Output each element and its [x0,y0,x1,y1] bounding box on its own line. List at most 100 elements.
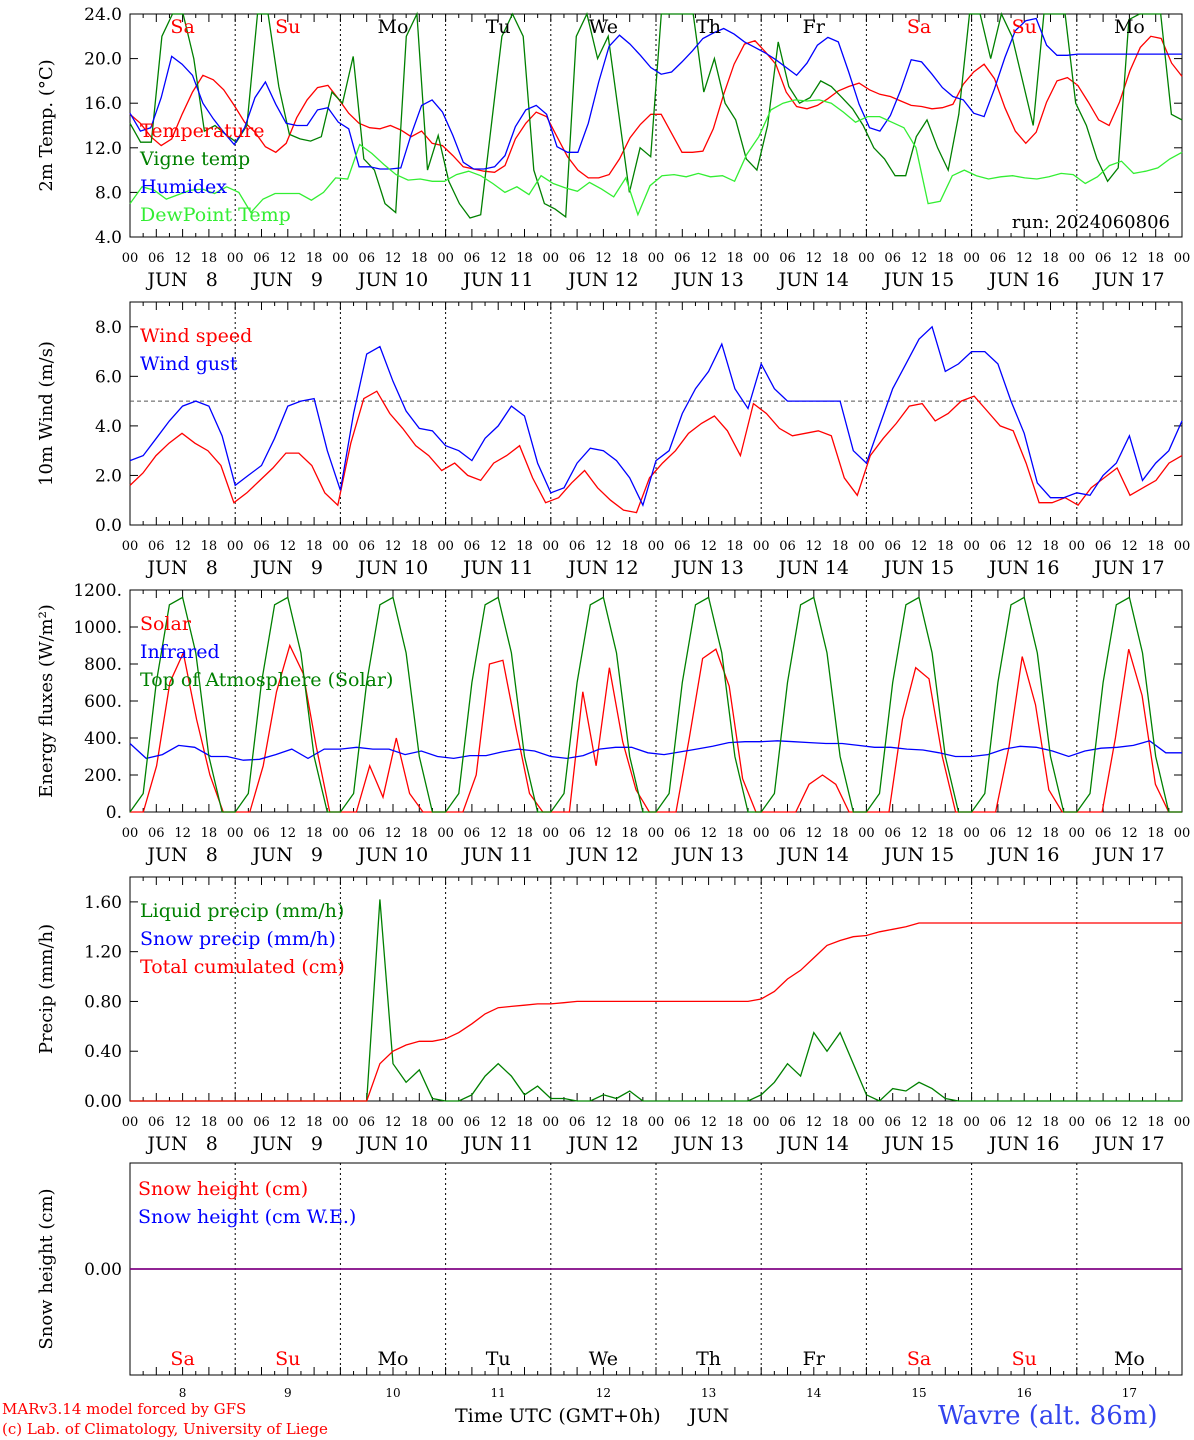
hour-label: 00 [543,1115,560,1130]
weekday-label: Mo [1114,16,1145,38]
hour-label: 06 [358,1115,375,1130]
hour-label: 18 [727,251,744,266]
day-label: JUN 10 [356,1133,428,1155]
y-tick-label: 1200. [73,581,122,601]
y-tick-label: 24.0 [84,5,122,25]
y-tick-label: 0.00 [84,1260,122,1280]
day-label: JUN 12 [566,269,638,291]
day-label: JUN 15 [882,844,954,866]
hour-label: 00 [963,826,980,841]
hour-label: 12 [806,251,823,266]
hour-label: 06 [464,1115,481,1130]
series-line [129,99,1183,217]
hour-label: 18 [306,539,323,554]
day-label: JUN 15 [882,269,954,291]
hour-label: 06 [1095,826,1112,841]
weekday-label: Su [1012,16,1037,38]
hour-label: 12 [1121,826,1138,841]
weekday-label: Sa [170,1348,194,1370]
hour-label: 12 [174,826,191,841]
y-tick-label: 6.0 [95,367,122,387]
y-tick-label: 200. [84,766,122,786]
hour-label: 18 [832,251,849,266]
weekday-label: Tu [486,1348,511,1370]
legend-entry: Top of Atmosphere (Solar) [140,669,393,691]
station-label: Wavre (alt. 86m) [938,1401,1158,1431]
day-label: JUN 16 [987,557,1059,579]
hour-label: 00 [648,1115,665,1130]
day-number: 16 [1017,1386,1032,1400]
hour-label: 18 [411,1115,428,1130]
series-line [129,390,1183,514]
hour-label: 12 [700,1115,717,1130]
y-tick-label: 1.60 [84,893,122,913]
day-label: JUN 10 [356,557,428,579]
hour-label: 06 [884,251,901,266]
hour-label: 18 [201,826,218,841]
legend-entry: Solar [140,613,192,635]
hour-label: 06 [569,1115,586,1130]
hour-label: 12 [1016,826,1033,841]
legend-entry: Total cumulated (cm) [140,956,345,978]
hour-label: 12 [595,251,612,266]
hour-label: 00 [753,1115,770,1130]
day-label: JUN 9 [251,1133,323,1155]
y-tick-label: 4.0 [95,228,122,248]
hour-label: 06 [674,826,691,841]
legend-entry: DewPoint Temp [140,204,291,226]
day-label: JUN 11 [461,269,533,291]
hour-label: 18 [306,1115,323,1130]
hour-label: 06 [253,826,270,841]
day-label: JUN 15 [882,1133,954,1155]
hour-label: 18 [306,826,323,841]
hour-label: 18 [201,251,218,266]
hour-label: 06 [779,826,796,841]
day-label: JUN 12 [566,844,638,866]
hour-label: 06 [674,1115,691,1130]
hour-label: 18 [832,1115,849,1130]
hour-label: 00 [648,539,665,554]
weekday-label: Th [696,1348,721,1370]
y-tick-label: 8.0 [95,318,122,338]
hour-label: 00 [437,1115,454,1130]
hour-label: 06 [990,1115,1007,1130]
hour-label: 00 [332,826,349,841]
hour-label: 18 [937,1115,954,1130]
hour-label: 06 [1095,251,1112,266]
hour-label: 00 [1069,1115,1086,1130]
day-label: JUN 9 [251,557,323,579]
hour-label: 12 [174,1115,191,1130]
hour-label: 12 [1121,251,1138,266]
hour-label: 18 [621,826,638,841]
y-tick-label: 0.80 [84,992,122,1012]
hour-label: 18 [1042,826,1059,841]
day-label: JUN 13 [671,269,743,291]
y-axis-title: 2m Temp. (°C) [36,59,57,191]
hour-label: 12 [1121,539,1138,554]
hour-label: 18 [621,539,638,554]
hour-label: 00 [227,539,244,554]
weekday-label: Su [275,1348,300,1370]
y-tick-label: 1.20 [84,943,122,963]
hour-label: 00 [648,251,665,266]
hour-label: 06 [464,539,481,554]
hour-label: 12 [280,251,297,266]
hour-label: 18 [727,1115,744,1130]
hour-label: 12 [911,539,928,554]
legend-entry: Infrared [140,641,220,663]
hour-label: 12 [700,539,717,554]
hour-label: 18 [1042,539,1059,554]
hour-label: 00 [963,539,980,554]
hour-label: 06 [464,826,481,841]
hour-label: 06 [1095,1115,1112,1130]
y-axis-title: Precip (mm/h) [36,924,57,1054]
weekday-label: Tu [486,16,511,38]
weekday-label: We [589,1348,618,1370]
y-tick-label: 12.0 [84,139,122,159]
hour-label: 18 [1042,251,1059,266]
legend-entry: Liquid precip (mm/h) [140,900,344,922]
legend-entry: Snow height (cm) [138,1178,308,1200]
hour-label: 06 [884,539,901,554]
weekday-label: Su [275,16,300,38]
weekday-label: Su [1012,1348,1037,1370]
